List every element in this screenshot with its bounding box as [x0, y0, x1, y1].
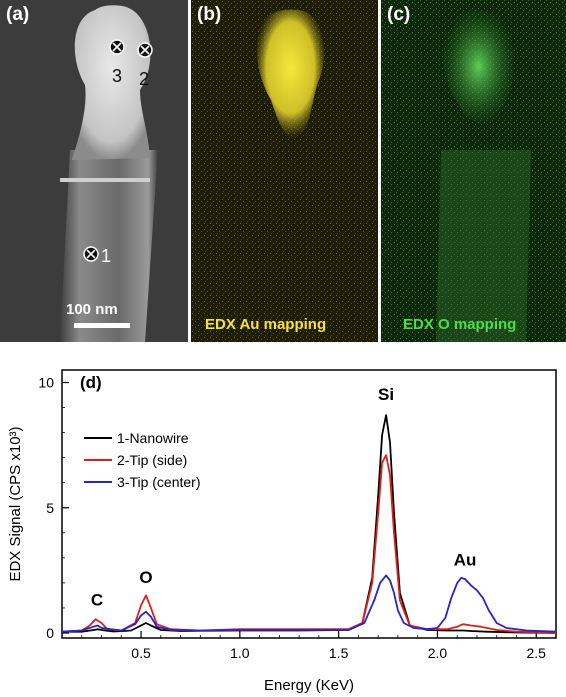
edx-o-map-panel: (c) EDX O mapping — [381, 0, 566, 342]
marker-2-icon — [137, 42, 153, 58]
series-lines — [61, 414, 557, 634]
x-axis-label: Energy (KeV) — [264, 677, 354, 694]
x-axis-ticks: 0.5 1.0 1.5 2.0 2.5 — [61, 631, 557, 661]
marker-3-icon — [109, 39, 125, 55]
nanowire-body — [60, 150, 158, 342]
y-axis-label: EDX Signal (CPS x10³) — [7, 426, 24, 581]
peak-label-c: C — [91, 590, 103, 609]
legend-entry-label: 2-Tip (side) — [117, 452, 187, 468]
scale-bar — [74, 323, 130, 328]
point-label-3: 3 — [112, 66, 122, 86]
o-map-image — [381, 0, 566, 342]
x-tick-label: 1.5 — [329, 645, 349, 661]
au-signal-region — [256, 9, 325, 139]
point-label-2: 2 — [139, 69, 149, 89]
y-tick-label: 10 — [38, 375, 54, 391]
plot-frame — [61, 369, 557, 639]
y-tick-label: 5 — [46, 500, 54, 516]
o-signal-wire-region — [436, 150, 531, 342]
panel-label-c: (c) — [387, 4, 411, 25]
scale-bar-label: 100 nm — [66, 301, 118, 318]
peak-label-au: Au — [454, 550, 477, 569]
x-tick-label: 2.0 — [428, 645, 448, 661]
legend-entry-label: 3-Tip (center) — [117, 474, 201, 490]
y-axis-ticks: 0 5 10 — [38, 375, 69, 641]
au-map-caption: EDX Au mapping — [205, 316, 327, 333]
peak-label-si: Si — [378, 385, 394, 404]
peak-label-o: O — [139, 568, 152, 587]
o-map-caption: EDX O mapping — [403, 316, 517, 333]
series-line-1-nanowire — [62, 414, 557, 634]
panel-label-b: (b) — [197, 4, 222, 25]
point-label-1: 1 — [101, 246, 111, 266]
nanowire-edge — [60, 178, 150, 182]
series-line-3-tip-center- — [61, 574, 557, 633]
panel-label-d: (d) — [80, 373, 102, 392]
x-tick-label: 2.5 — [527, 645, 547, 661]
panel-label-a: (a) — [6, 4, 30, 25]
x-tick-label: 1.0 — [230, 645, 250, 661]
sem-image: 3 2 1 100 nm — [0, 0, 188, 342]
marker-1-icon — [83, 246, 99, 262]
peak-labels: C O Si Au — [91, 385, 477, 609]
legend: 1-Nanowire 2-Tip (side) 3-Tip (center) — [84, 430, 201, 490]
x-tick-label: 0.5 — [131, 645, 151, 661]
sem-image-panel: 3 2 1 100 nm (a) — [0, 0, 188, 342]
o-signal-tip-region — [442, 9, 515, 124]
edx-au-map-panel: (b) EDX Au mapping — [191, 0, 378, 342]
legend-entry-label: 1-Nanowire — [117, 430, 189, 446]
edx-spectrum-chart: 0.5 1.0 1.5 2.0 2.5 0 5 10 C O Si Au (d) Energy (… — [7, 369, 557, 694]
nanowire-tip — [72, 5, 151, 160]
y-tick-label: 0 — [46, 625, 54, 641]
au-map-image — [191, 0, 378, 342]
